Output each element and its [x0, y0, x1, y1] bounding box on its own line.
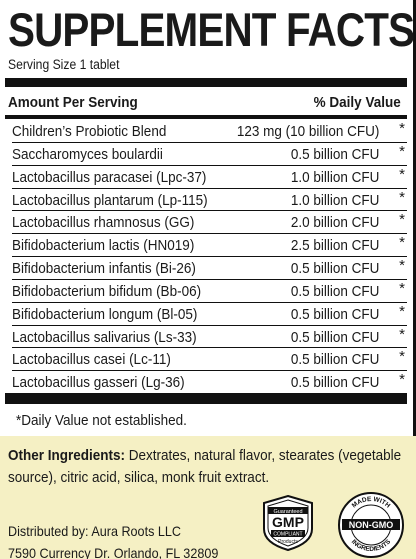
facts-row: Lactobacillus rhamnosus (GG) 2.0 billion … — [12, 211, 407, 235]
ingredient-name: Lactobacillus rhamnosus (GG) — [12, 214, 195, 232]
facts-row: Bifidobacterium lactis (HN019) 2.5 billio… — [12, 234, 407, 258]
daily-value-marker: * — [399, 165, 405, 183]
ingredient-name: Lactobacillus casei (Lc-11) — [12, 351, 171, 369]
other-ingredients: Other Ingredients: Dextrates, natural fl… — [8, 445, 404, 489]
nongmo-main-text: NON-GMO — [349, 520, 394, 530]
ingredient-name: Bifidobacterium longum (Bl-05) — [12, 305, 198, 323]
ingredient-name: Bifidobacterium bifidum (Bb-06) — [12, 282, 202, 300]
daily-value-marker: * — [399, 211, 405, 229]
ingredient-amount: 0.5 billion CFU — [290, 260, 379, 278]
facts-row: Lactobacillus casei (Lc-11) 0.5 billion C… — [12, 348, 407, 372]
gmp-main-text: GMP — [272, 514, 304, 530]
daily-value-marker: * — [399, 142, 405, 160]
distributor-address: 7590 Currency Dr. Orlando, FL 32809 — [8, 545, 219, 559]
daily-value-marker: * — [399, 348, 405, 366]
divider-thick-top — [5, 78, 407, 87]
facts-rows: Children’s Probiotic Blend 123 mg (10 bil… — [12, 120, 407, 394]
other-ingredients-label: Other Ingredients: — [8, 447, 126, 464]
daily-value-marker: * — [399, 302, 405, 320]
facts-row: Lactobacillus paracasei (Lpc-37) 1.0 bill… — [12, 166, 407, 189]
ingredient-amount: 2.0 billion CFU — [290, 214, 379, 232]
daily-value-marker: * — [399, 120, 405, 137]
distributor-line: Distributed by: Aura Roots LLC — [8, 523, 181, 539]
facts-row: Lactobacillus gasseri (Lg-36) 0.5 billion… — [12, 371, 407, 394]
ingredient-amount: 0.5 billion CFU — [290, 145, 379, 163]
gmp-line1-text: COMPLIANT — [273, 532, 302, 538]
amount-header-row: Amount Per Serving % Daily Value — [8, 94, 401, 111]
ingredient-amount: 0.5 billion CFU — [290, 374, 379, 392]
daily-value-marker: * — [399, 234, 405, 252]
gmp-badge: Guaranteed GMP COMPLIANT Products — [262, 494, 314, 552]
facts-row: Lactobacillus plantarum (Lp-115) 1.0 bill… — [12, 189, 407, 212]
daily-value-label: % Daily Value — [313, 94, 401, 111]
other-ingredients-text: Dextrates, natural flavor, stearates (ve… — [8, 447, 402, 486]
facts-row: Saccharomyces boulardii 0.5 billion CFU * — [12, 143, 407, 166]
facts-row: Bifidobacterium longum (Bl-05) 0.5 billio… — [12, 303, 407, 326]
ingredient-amount: 1.0 billion CFU — [290, 191, 379, 209]
amount-per-serving-label: Amount Per Serving — [8, 94, 138, 111]
ingredient-amount: 0.5 billion CFU — [290, 328, 379, 346]
facts-row: Lactobacillus salivarius (Ls-33) 0.5 bill… — [12, 326, 407, 349]
non-gmo-badge: MADE WITH NON-GMO INGREDIENTS — [337, 491, 405, 559]
ingredient-name: Lactobacillus paracasei (Lpc-37) — [12, 168, 207, 186]
footnote: *Daily Value not established. — [16, 412, 187, 429]
daily-value-marker: * — [399, 279, 405, 297]
serving-size: Serving Size 1 tablet — [8, 57, 120, 72]
ingredient-name: Bifidobacterium infantis (Bi-26) — [12, 260, 196, 278]
ingredient-amount: 1.0 billion CFU — [290, 168, 379, 186]
daily-value-marker: * — [399, 371, 405, 389]
gmp-line2-text: Products — [278, 539, 298, 545]
ingredient-name: Lactobacillus plantarum (Lp-115) — [12, 191, 208, 209]
gmp-top-text: Guaranteed — [273, 509, 302, 515]
daily-value-marker: * — [399, 325, 405, 343]
ingredient-amount: 2.5 billion CFU — [290, 237, 379, 255]
divider-medium — [5, 115, 407, 119]
facts-title: SUPPLEMENT FACTS — [8, 3, 415, 56]
ingredient-name: Lactobacillus salivarius (Ls-33) — [12, 328, 197, 346]
facts-row: Bifidobacterium bifidum (Bb-06) 0.5 billi… — [12, 280, 407, 303]
ingredient-amount: 0.5 billion CFU — [290, 305, 379, 323]
ingredient-name: Saccharomyces boulardii — [12, 145, 163, 163]
facts-row: Children’s Probiotic Blend 123 mg (10 bil… — [12, 120, 407, 143]
ingredient-name: Children’s Probiotic Blend — [12, 123, 167, 140]
ingredient-amount: 123 mg (10 billion CFU) — [236, 123, 379, 140]
ingredient-name: Bifidobacterium lactis (HN019) — [12, 237, 195, 255]
divider-thick-bottom — [5, 393, 407, 404]
daily-value-marker: * — [399, 257, 405, 275]
supplement-facts-panel: SUPPLEMENT FACTS Serving Size 1 tablet A… — [0, 0, 416, 436]
ingredient-amount: 0.5 billion CFU — [290, 351, 379, 369]
ingredient-name: Lactobacillus gasseri (Lg-36) — [12, 374, 185, 392]
daily-value-marker: * — [399, 188, 405, 206]
ingredient-amount: 0.5 billion CFU — [290, 282, 379, 300]
facts-row: Bifidobacterium infantis (Bi-26) 0.5 bill… — [12, 257, 407, 280]
